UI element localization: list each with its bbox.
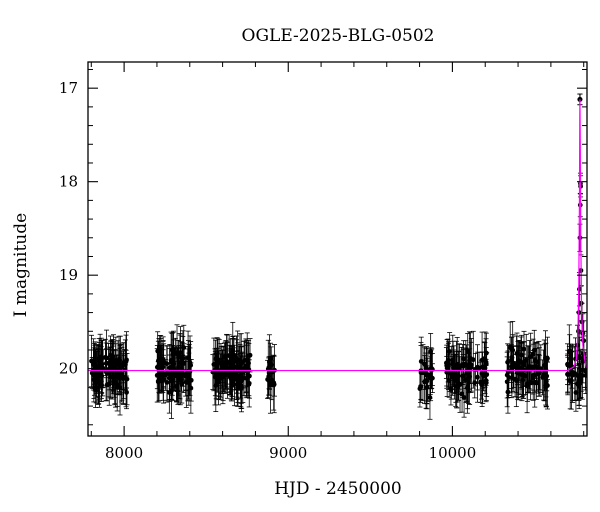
data-point (540, 359, 546, 396)
data-point (218, 346, 224, 381)
data-point (483, 332, 489, 374)
data-point (243, 339, 249, 393)
data-point (114, 368, 120, 407)
data-point (428, 347, 434, 390)
data-point (100, 339, 106, 397)
data-point (175, 340, 181, 395)
data-point (155, 340, 161, 381)
data-point (160, 340, 166, 388)
data-point (534, 347, 540, 385)
y-tick-label: 19 (59, 266, 78, 284)
axis-ticks: 8000 9000 10000 17 18 19 20 (59, 62, 587, 462)
model-curve-layer (88, 99, 587, 372)
data-point (124, 375, 130, 410)
data-point (219, 353, 225, 394)
data-point (463, 347, 469, 382)
data-point (247, 338, 253, 373)
data-point (188, 359, 194, 402)
data-point (530, 361, 536, 395)
data-point (474, 344, 480, 391)
data-point (510, 321, 516, 380)
data-point (108, 341, 114, 379)
data-point (465, 333, 471, 369)
data-point (418, 370, 424, 403)
data-point (428, 353, 434, 402)
data-point (423, 352, 429, 409)
x-axis-label: HJD - 2450000 (274, 479, 402, 499)
data-point (521, 341, 527, 387)
data-point (271, 354, 277, 411)
plot-frame (87, 61, 588, 437)
data-point (523, 333, 529, 387)
data-point (468, 338, 474, 392)
data-point (238, 346, 244, 404)
data-point (90, 338, 96, 391)
data-point (212, 348, 218, 406)
data-point (103, 342, 109, 401)
data-point (268, 346, 274, 384)
data-point (526, 345, 532, 390)
data-point (445, 338, 451, 383)
data-point (542, 330, 548, 386)
data-point (117, 360, 123, 416)
data-point (565, 343, 571, 385)
data-point (235, 372, 241, 404)
data-point (230, 357, 236, 400)
data-point (454, 351, 460, 409)
data-point (266, 357, 272, 396)
data-point (470, 330, 476, 389)
data-point (531, 329, 537, 371)
data-point (185, 346, 191, 400)
data-point (224, 341, 230, 385)
data-point (466, 352, 472, 404)
data-point (505, 343, 511, 382)
data-point (91, 360, 97, 399)
data-point (167, 362, 173, 393)
x-tick-label: 10000 (429, 444, 477, 462)
plot-area: 8000 9000 10000 17 18 19 20 (59, 61, 588, 462)
data-point (418, 336, 424, 387)
x-tick-label: 8000 (105, 444, 143, 462)
data-point (450, 356, 456, 396)
y-tick-label: 18 (59, 173, 78, 191)
y-tick-label: 20 (59, 360, 78, 378)
chart-title: OGLE-2025-BLG-0502 (242, 26, 435, 46)
data-point (246, 359, 252, 408)
data-point (122, 339, 128, 390)
data-point (519, 334, 525, 376)
data-point (536, 347, 542, 397)
y-axis-label: I magnitude (11, 213, 31, 317)
model-curve (88, 99, 587, 372)
data-point (170, 345, 176, 401)
data-point (102, 338, 108, 376)
data-point (461, 340, 467, 378)
data-point (479, 331, 485, 389)
data-point (113, 350, 119, 382)
x-tick-label: 9000 (269, 444, 307, 462)
data-point (181, 357, 187, 393)
data-point (179, 364, 185, 404)
y-tick-label: 17 (59, 79, 78, 97)
data-point (577, 223, 583, 252)
data-point (578, 361, 584, 398)
data-point (171, 330, 177, 368)
